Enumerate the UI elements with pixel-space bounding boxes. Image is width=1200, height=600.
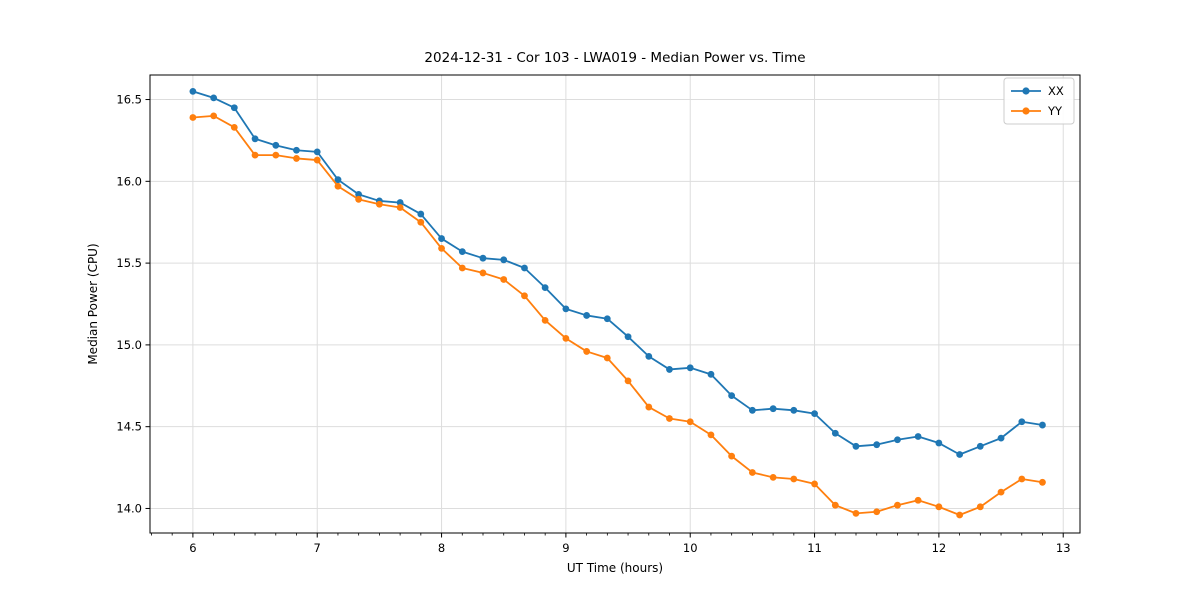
svg-text:14.0: 14.0 [116, 501, 142, 515]
legend-label-yy: YY [1047, 104, 1063, 118]
svg-text:11: 11 [807, 541, 822, 555]
plot-frame [149, 74, 1081, 534]
axis-ticks [145, 99, 1064, 538]
svg-text:10: 10 [683, 541, 698, 555]
svg-text:12: 12 [932, 541, 947, 555]
legend-marker-xx-icon [1022, 87, 1030, 95]
svg-text:13: 13 [1056, 541, 1071, 555]
svg-text:16.0: 16.0 [116, 174, 142, 188]
svg-text:6: 6 [189, 541, 196, 555]
legend-entry-yy: YY [1011, 104, 1063, 118]
y-axis-label: Median Power (CPU) [86, 243, 100, 364]
svg-text:14.5: 14.5 [116, 420, 142, 434]
svg-text:16.5: 16.5 [116, 93, 142, 107]
legend-label-xx: XX [1048, 84, 1064, 98]
svg-text:7: 7 [314, 541, 321, 555]
chart-title: 2024-12-31 - Cor 103 - LWA019 - Median P… [424, 50, 805, 66]
legend-entry-xx: XX [1011, 84, 1064, 98]
axis-tick-labels: 6 7 8 9 10 11 12 13 14.0 14.5 15.0 15.5 16.0 16.5 [116, 93, 1070, 555]
svg-text:9: 9 [562, 541, 569, 555]
data-series [189, 87, 1046, 519]
legend-marker-yy-icon [1022, 107, 1030, 115]
x-axis-label: UT Time (hours) [567, 561, 663, 575]
gridlines [150, 75, 1080, 533]
legend-frame [1003, 77, 1075, 125]
svg-text:8: 8 [438, 541, 445, 555]
legend: XX YY [1003, 77, 1075, 125]
svg-text:15.0: 15.0 [116, 338, 142, 352]
svg-text:15.5: 15.5 [116, 256, 142, 270]
